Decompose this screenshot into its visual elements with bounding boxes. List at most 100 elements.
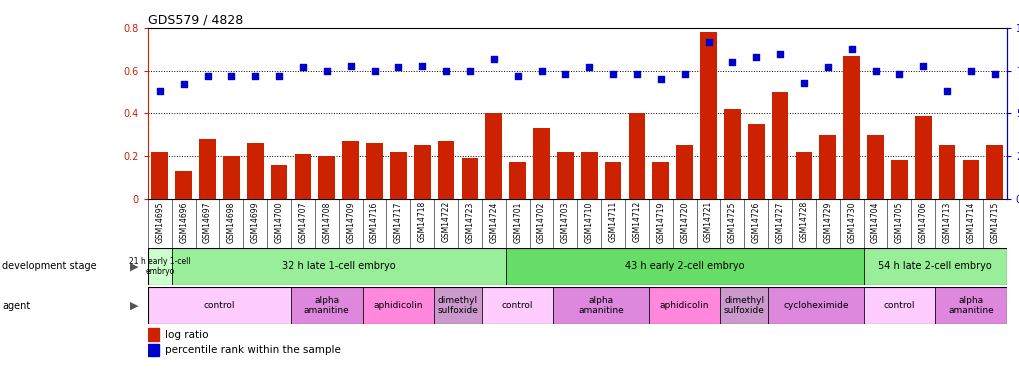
Bar — [148, 344, 159, 356]
Text: 43 h early 2-cell embryo: 43 h early 2-cell embryo — [625, 261, 744, 271]
Point — [676, 71, 692, 77]
Bar — [148, 328, 159, 340]
Point — [628, 71, 644, 77]
Point — [795, 80, 811, 86]
Text: GSM14720: GSM14720 — [680, 201, 689, 243]
Text: control: control — [501, 301, 533, 310]
Bar — [366, 143, 382, 199]
Text: GSM14705: GSM14705 — [894, 201, 903, 243]
Bar — [863, 287, 934, 324]
Text: GSM14706: GSM14706 — [918, 201, 927, 243]
Bar — [270, 165, 287, 199]
Bar — [843, 56, 859, 199]
Point — [771, 51, 788, 57]
Bar — [363, 287, 434, 324]
Bar — [533, 128, 549, 199]
Bar — [437, 141, 454, 199]
Point — [700, 39, 716, 45]
Bar — [866, 135, 883, 199]
Bar — [171, 248, 505, 285]
Text: ▶: ▶ — [129, 261, 138, 271]
Text: GSM14700: GSM14700 — [274, 201, 283, 243]
Text: GSM14701: GSM14701 — [513, 201, 522, 243]
Bar — [556, 152, 573, 199]
Text: ▶: ▶ — [129, 301, 138, 310]
Point — [390, 64, 407, 70]
Point — [318, 68, 334, 74]
Text: GSM14729: GSM14729 — [822, 201, 832, 243]
Text: GSM14709: GSM14709 — [345, 201, 355, 243]
Bar — [652, 162, 668, 199]
Point — [247, 73, 263, 79]
Bar — [294, 154, 311, 199]
Text: GSM14697: GSM14697 — [203, 201, 212, 243]
Text: GSM14695: GSM14695 — [155, 201, 164, 243]
Point — [962, 68, 978, 74]
Bar — [699, 32, 716, 199]
Text: cycloheximide: cycloheximide — [783, 301, 848, 310]
Text: GSM14725: GSM14725 — [728, 201, 736, 243]
Bar — [676, 146, 692, 199]
Bar — [508, 162, 526, 199]
Point — [199, 73, 215, 79]
Bar — [199, 139, 216, 199]
Point — [342, 63, 359, 69]
Text: GSM14703: GSM14703 — [560, 201, 570, 243]
Bar — [148, 248, 171, 285]
Text: GDS579 / 4828: GDS579 / 4828 — [148, 14, 243, 27]
Bar — [934, 287, 1006, 324]
Text: GSM14726: GSM14726 — [751, 201, 760, 243]
Bar — [818, 135, 836, 199]
Bar — [553, 287, 648, 324]
Text: 54 h late 2-cell embryo: 54 h late 2-cell embryo — [877, 261, 991, 271]
Bar — [962, 160, 978, 199]
Text: GSM14724: GSM14724 — [489, 201, 498, 243]
Text: alpha
amanitine: alpha amanitine — [947, 296, 993, 315]
Text: GSM14699: GSM14699 — [251, 201, 260, 243]
Text: dimethyl
sulfoxide: dimethyl sulfoxide — [437, 296, 478, 315]
Bar — [767, 287, 863, 324]
Text: agent: agent — [2, 301, 31, 310]
Text: GSM14704: GSM14704 — [870, 201, 879, 243]
Text: GSM14718: GSM14718 — [418, 201, 426, 243]
Text: GSM14719: GSM14719 — [655, 201, 664, 243]
Text: GSM14698: GSM14698 — [226, 201, 235, 243]
Point — [723, 59, 740, 65]
Point — [533, 68, 549, 74]
Point — [985, 71, 1002, 77]
Text: GSM14715: GSM14715 — [989, 201, 999, 243]
Point — [938, 88, 955, 94]
Bar — [485, 113, 501, 199]
Text: alpha
amanitine: alpha amanitine — [304, 296, 350, 315]
Point — [510, 73, 526, 79]
Bar — [719, 287, 767, 324]
Point — [271, 73, 287, 79]
Bar — [863, 248, 1006, 285]
Bar — [462, 158, 478, 199]
Bar — [342, 141, 359, 199]
Bar — [914, 116, 930, 199]
Text: GSM14710: GSM14710 — [584, 201, 593, 243]
Bar — [152, 152, 168, 199]
Text: percentile rank within the sample: percentile rank within the sample — [165, 345, 340, 355]
Point — [437, 68, 453, 74]
Point — [223, 73, 239, 79]
Text: control: control — [882, 301, 914, 310]
Bar — [937, 146, 955, 199]
Text: dimethyl
sulfoxide: dimethyl sulfoxide — [723, 296, 764, 315]
Bar — [723, 109, 740, 199]
Bar — [290, 287, 363, 324]
Bar — [581, 152, 597, 199]
Bar — [414, 146, 430, 199]
Text: GSM14727: GSM14727 — [774, 201, 784, 243]
Bar — [318, 156, 335, 199]
Bar — [223, 156, 239, 199]
Text: development stage: development stage — [2, 261, 97, 271]
Text: GSM14717: GSM14717 — [393, 201, 403, 243]
Bar — [985, 146, 1002, 199]
Bar — [891, 160, 907, 199]
Bar — [481, 287, 553, 324]
Text: GSM14716: GSM14716 — [370, 201, 379, 243]
Point — [866, 68, 882, 74]
Point — [414, 63, 430, 69]
